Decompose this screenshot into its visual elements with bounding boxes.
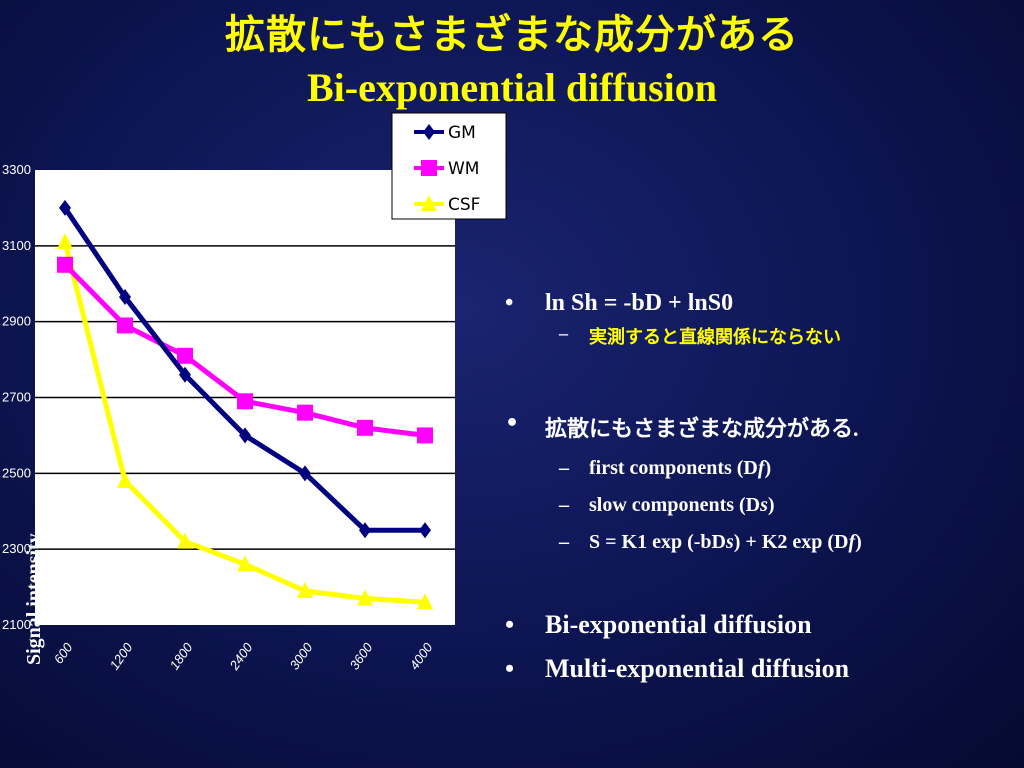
sub-bullet-not-linear: 実測すると直線関係にならない [505, 323, 1015, 349]
bullet-ln-formula: ln Sh = -bD + lnS0 [505, 290, 1015, 317]
data-point-wm [117, 317, 133, 334]
slow-components-text: slow components (D [589, 494, 761, 516]
data-point-wm [57, 256, 73, 273]
data-point-gm [119, 289, 131, 306]
y-tick-label: 2700 [2, 390, 31, 405]
y-tick-label: 2300 [2, 541, 31, 556]
sub-bullet-equation: S = K1 exp (-bDs) + K2 exp (Df) [505, 531, 1015, 554]
slow-components-close: ) [767, 494, 775, 516]
data-point-gm [239, 427, 251, 444]
first-components-subscript: f [757, 457, 765, 479]
data-point-csf [357, 589, 373, 606]
legend-label-wm: WM [448, 159, 479, 179]
bullet-multi-exponential: Multi-exponential diffusion [505, 654, 1015, 684]
bullet-components-period: . [853, 416, 859, 441]
slide-title-japanese: 拡散にもさまざまな成分がある [225, 12, 799, 58]
first-components-close: ) [764, 457, 772, 479]
data-point-gm [359, 522, 371, 539]
y-axis-label: Signal intensity [23, 533, 45, 665]
equation-em-f: f [848, 531, 856, 553]
x-tick-label: 2400 [226, 639, 256, 673]
legend-marker-csf [421, 195, 437, 211]
slide-title-english: Bi-exponential diffusion [306, 65, 718, 110]
first-components-text: first components (D [589, 457, 758, 479]
bullet-bi-exponential-text: Bi-exponential diffusion [545, 610, 812, 639]
data-point-wm [177, 347, 193, 364]
sub-bullet-slow-components: slow components (Ds) [505, 494, 1015, 517]
legend-marker-wm [421, 160, 437, 176]
data-point-wm [357, 419, 373, 436]
equation-part-c: ) [855, 531, 862, 553]
sub-bullet-first-components: first components (Df) [505, 457, 1015, 480]
slow-components-subscript: s [760, 494, 768, 516]
x-tick-label: 3600 [347, 639, 376, 672]
equation-em-s: s [725, 531, 734, 553]
y-tick-label: 2100 [2, 617, 31, 632]
legend-box [391, 112, 507, 220]
data-point-csf [117, 471, 133, 488]
data-point-gm [179, 366, 191, 383]
x-tick-label: 4000 [407, 639, 436, 672]
data-point-csf [177, 532, 193, 549]
equation-part-b: ) + K2 exp (D [733, 531, 849, 553]
y-tick-label: 2500 [2, 465, 31, 480]
legend-label-csf: CSF [448, 195, 480, 215]
data-point-csf [297, 581, 313, 598]
data-point-csf [57, 233, 73, 250]
legend-label-gm: GM [448, 123, 476, 143]
bullet-bi-exponential: Bi-exponential diffusion [505, 610, 1015, 640]
x-tick-label: 1800 [167, 639, 196, 672]
y-tick-label: 3300 [2, 162, 31, 177]
bullet-components-text: 拡散にもさまざまな成分がある [545, 417, 854, 442]
bullet-ln-formula-text: ln Sh = -bD + lnS0 [545, 290, 734, 316]
chart-legend: GM WM CSF [391, 112, 507, 220]
bullet-multi-exponential-text: Multi-exponential diffusion [545, 654, 850, 683]
data-point-wm [417, 427, 433, 444]
data-point-csf [237, 555, 253, 572]
y-tick-label: 3100 [2, 238, 31, 253]
data-point-csf [417, 593, 433, 610]
data-point-gm [419, 522, 431, 539]
x-tick-label: 1200 [107, 639, 136, 672]
x-tick-label: 3000 [287, 639, 316, 672]
signal-intensity-chart: 3300 3100 2900 2700 2500 2300 2100 600 1200 1800… [2, 112, 507, 673]
data-point-wm [297, 404, 313, 421]
bullet-components: 拡散にもさまざまな成分がある. [505, 411, 1015, 443]
x-tick-label: 600 [51, 639, 76, 666]
data-point-wm [237, 393, 253, 410]
equation-part-a: S = K1 exp (-bD [589, 531, 726, 553]
y-tick-label: 2900 [2, 314, 31, 329]
data-point-gm [59, 199, 71, 216]
legend-marker-gm [423, 124, 435, 140]
sub-bullet-not-linear-text: 実測すると直線関係にならない [589, 327, 841, 348]
data-point-gm [299, 465, 311, 482]
bullet-list: ln Sh = -bD + lnS0 実測すると直線関係にならない 拡散にもさま… [505, 290, 1015, 684]
